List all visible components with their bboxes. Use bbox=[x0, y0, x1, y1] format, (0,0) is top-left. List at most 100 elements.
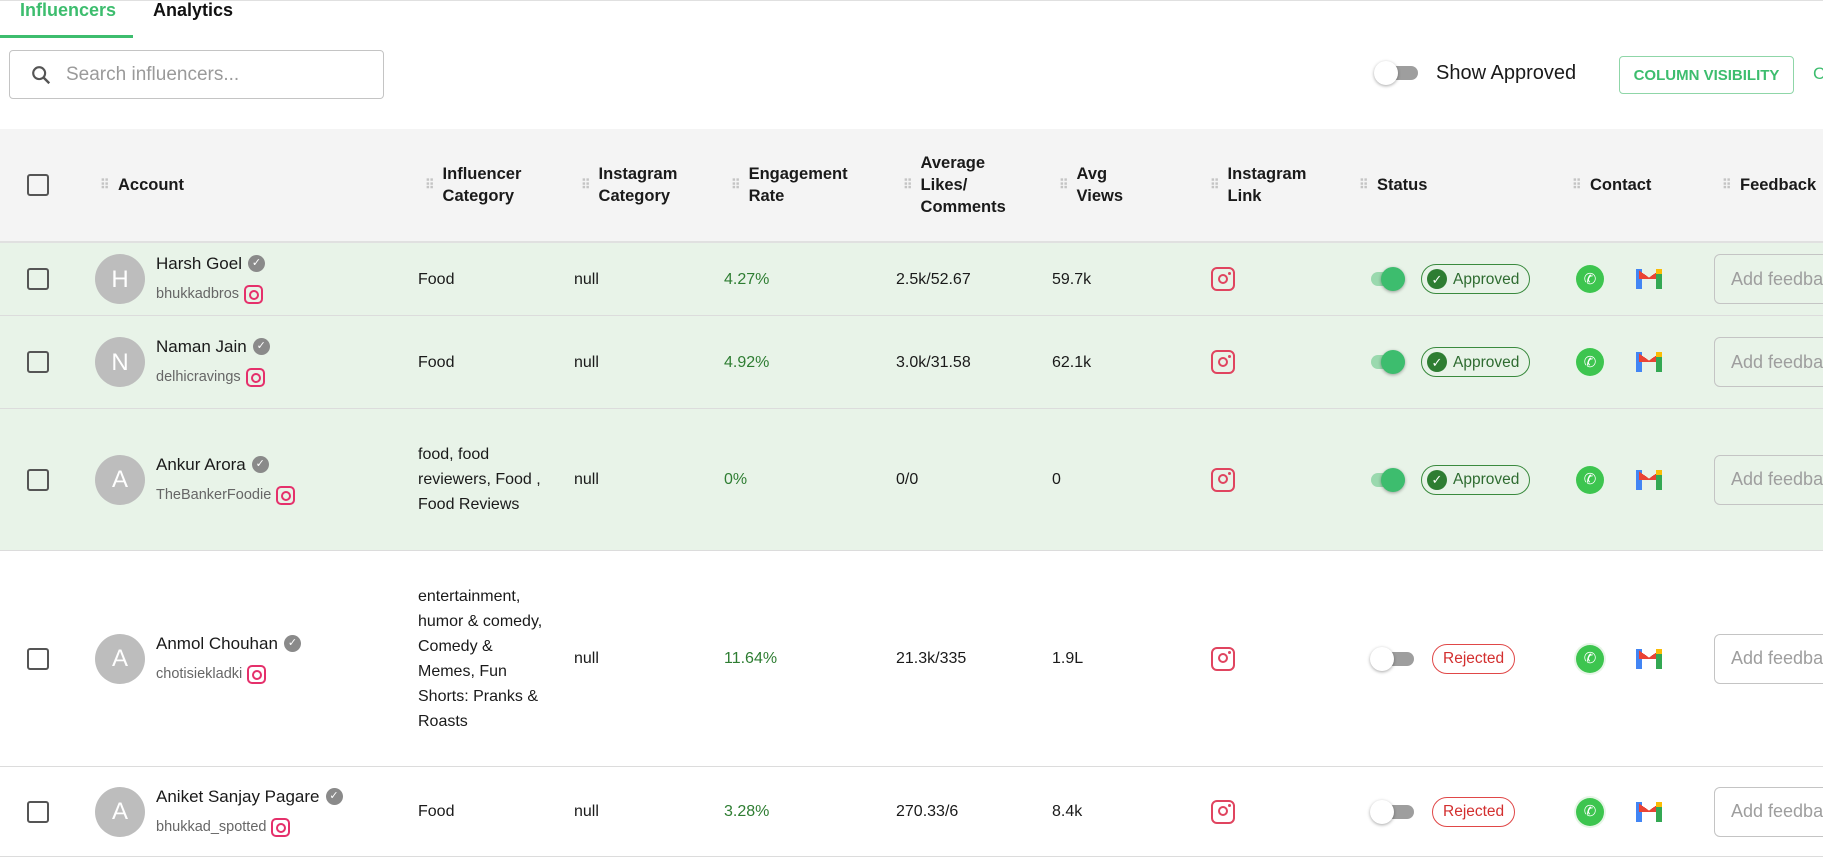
row-checkbox[interactable] bbox=[27, 268, 49, 290]
influencer-name[interactable]: Aniket Sanjay Pagare bbox=[156, 786, 320, 806]
tab-analytics[interactable]: Analytics bbox=[153, 0, 234, 20]
instagram-icon bbox=[271, 817, 291, 837]
gmail-icon[interactable] bbox=[1636, 648, 1662, 669]
column-header-feedback[interactable]: ⠿ Feedback bbox=[1722, 176, 1817, 194]
account-cell: A Aniket Sanjay Pagare ✓ bhukkad_spotted bbox=[95, 767, 343, 856]
avg-views: 59.7k bbox=[1052, 270, 1092, 288]
feedback-input[interactable]: Add feedback bbox=[1714, 786, 1823, 837]
account-cell: A Ankur Arora ✓ TheBankerFoodie bbox=[95, 409, 296, 550]
influencer-name[interactable]: Naman Jain bbox=[156, 337, 247, 356]
instagram-category: null bbox=[574, 471, 599, 488]
drag-handle-icon[interactable]: ⠿ bbox=[903, 177, 912, 192]
avg-views: 8.4k bbox=[1052, 803, 1083, 820]
instagram-link-icon[interactable] bbox=[1211, 799, 1235, 824]
avg-views: 0 bbox=[1052, 471, 1061, 488]
gmail-icon[interactable] bbox=[1636, 469, 1662, 490]
influencer-category: food, food reviewers, Food , Food Review… bbox=[418, 446, 541, 513]
column-header-instagram-link[interactable]: ⠿ Instagram Link bbox=[1210, 165, 1307, 205]
status-badge: ✓ Approved bbox=[1421, 464, 1531, 495]
drag-handle-icon[interactable]: ⠿ bbox=[1572, 177, 1582, 192]
engagement-rate: 4.92% bbox=[724, 353, 770, 371]
instagram-link-icon[interactable] bbox=[1211, 350, 1235, 374]
check-circle-icon: ✓ bbox=[1427, 269, 1447, 289]
search-input[interactable] bbox=[66, 63, 366, 86]
column-header-avg-views[interactable]: ⠿ Avg Views bbox=[1059, 165, 1124, 205]
row-checkbox[interactable] bbox=[27, 468, 49, 491]
column-header-engagement-rate[interactable]: ⠿ Engagement Rate bbox=[731, 165, 848, 205]
instagram-icon bbox=[244, 285, 264, 304]
table-header: ⠿ Account ⠿ Influencer Category ⠿ Instagram… bbox=[0, 129, 1823, 243]
drag-handle-icon[interactable]: ⠿ bbox=[1210, 177, 1219, 192]
instagram-category: null bbox=[574, 803, 599, 820]
approval-toggle[interactable] bbox=[1370, 799, 1416, 824]
cut-off-button[interactable]: C bbox=[1813, 64, 1823, 83]
status-badge: ✓ Approved bbox=[1421, 347, 1531, 377]
show-approved-toggle[interactable] bbox=[1374, 61, 1420, 85]
instagram-link-icon[interactable] bbox=[1211, 646, 1235, 671]
drag-handle-icon[interactable]: ⠿ bbox=[1059, 177, 1068, 192]
drag-handle-icon[interactable]: ⠿ bbox=[581, 177, 590, 192]
engagement-rate: 0% bbox=[724, 471, 748, 488]
drag-handle-icon[interactable]: ⠿ bbox=[100, 177, 110, 192]
row-checkbox[interactable] bbox=[27, 351, 49, 373]
row-checkbox[interactable] bbox=[27, 647, 49, 670]
whatsapp-icon[interactable]: ✆ bbox=[1576, 797, 1604, 826]
whatsapp-icon[interactable]: ✆ bbox=[1576, 644, 1604, 673]
avg-likes-comments: 2.5k/52.67 bbox=[896, 270, 971, 288]
influencer-handle: bhukkadbros bbox=[156, 286, 240, 302]
column-header-avg-likes-comments[interactable]: ⠿ Average Likes/ Comments bbox=[903, 154, 1006, 216]
influencer-name[interactable]: Ankur Arora bbox=[156, 454, 246, 474]
column-header-instagram-category[interactable]: ⠿ Instagram Category bbox=[581, 165, 678, 205]
approval-toggle[interactable] bbox=[1370, 646, 1416, 671]
whatsapp-icon[interactable]: ✆ bbox=[1576, 265, 1604, 293]
drag-handle-icon[interactable]: ⠿ bbox=[1722, 177, 1732, 192]
approval-toggle[interactable] bbox=[1361, 350, 1407, 374]
select-all-checkbox[interactable] bbox=[27, 174, 49, 196]
column-header-contact[interactable]: ⠿ Contact bbox=[1572, 176, 1652, 194]
column-visibility-button[interactable]: COLUMN VISIBILITY bbox=[1619, 56, 1794, 94]
status-badge: ✓ Approved bbox=[1421, 264, 1531, 294]
approval-toggle[interactable] bbox=[1361, 267, 1407, 291]
column-header-status[interactable]: ⠿ Status bbox=[1359, 176, 1428, 194]
gmail-icon[interactable] bbox=[1636, 269, 1662, 289]
show-approved-control[interactable]: Show Approved bbox=[1374, 61, 1576, 85]
drag-handle-icon[interactable]: ⠿ bbox=[731, 177, 740, 192]
gmail-icon[interactable] bbox=[1636, 801, 1662, 822]
avatar: A bbox=[95, 454, 145, 505]
column-header-account[interactable]: ⠿ Account bbox=[100, 176, 184, 194]
row-checkbox[interactable] bbox=[27, 800, 49, 823]
influencer-name[interactable]: Anmol Chouhan bbox=[156, 633, 278, 653]
instagram-icon bbox=[245, 368, 265, 387]
search-icon bbox=[32, 65, 51, 84]
gmail-icon[interactable] bbox=[1636, 352, 1662, 372]
whatsapp-icon[interactable]: ✆ bbox=[1576, 465, 1604, 494]
drag-handle-icon[interactable]: ⠿ bbox=[425, 177, 434, 192]
avatar: A bbox=[95, 633, 145, 684]
top-border bbox=[0, 0, 1823, 1]
avg-likes-comments: 0/0 bbox=[896, 471, 919, 488]
avg-views: 1.9L bbox=[1052, 650, 1084, 667]
feedback-input[interactable]: Add feedback bbox=[1714, 254, 1823, 304]
verified-badge-icon: ✓ bbox=[251, 455, 269, 473]
table-row: N Naman Jain ✓ delhicravings Food null 4.… bbox=[0, 316, 1823, 409]
feedback-input[interactable]: Add feedback bbox=[1714, 633, 1823, 684]
column-header-influencer-category[interactable]: ⠿ Influencer Category bbox=[425, 165, 522, 205]
influencer-handle: TheBankerFoodie bbox=[156, 486, 272, 503]
drag-handle-icon[interactable]: ⠿ bbox=[1359, 177, 1369, 192]
engagement-rate: 4.27% bbox=[724, 270, 770, 288]
engagement-rate: 3.28% bbox=[724, 803, 770, 820]
instagram-category: null bbox=[574, 270, 599, 288]
avatar: H bbox=[95, 254, 145, 304]
instagram-link-icon[interactable] bbox=[1211, 467, 1235, 492]
approval-toggle[interactable] bbox=[1361, 467, 1407, 492]
influencer-handle: chotisiekladki bbox=[156, 665, 243, 682]
whatsapp-icon[interactable]: ✆ bbox=[1576, 348, 1604, 376]
influencer-name[interactable]: Harsh Goel bbox=[156, 254, 242, 273]
avatar: A bbox=[95, 786, 145, 837]
feedback-input[interactable]: Add feedback bbox=[1714, 454, 1823, 505]
search-box[interactable] bbox=[9, 50, 384, 99]
instagram-link-icon[interactable] bbox=[1211, 267, 1235, 291]
tab-influencers[interactable]: Influencers bbox=[0, 0, 133, 38]
instagram-icon bbox=[276, 485, 296, 505]
feedback-input[interactable]: Add feedback bbox=[1714, 337, 1823, 387]
